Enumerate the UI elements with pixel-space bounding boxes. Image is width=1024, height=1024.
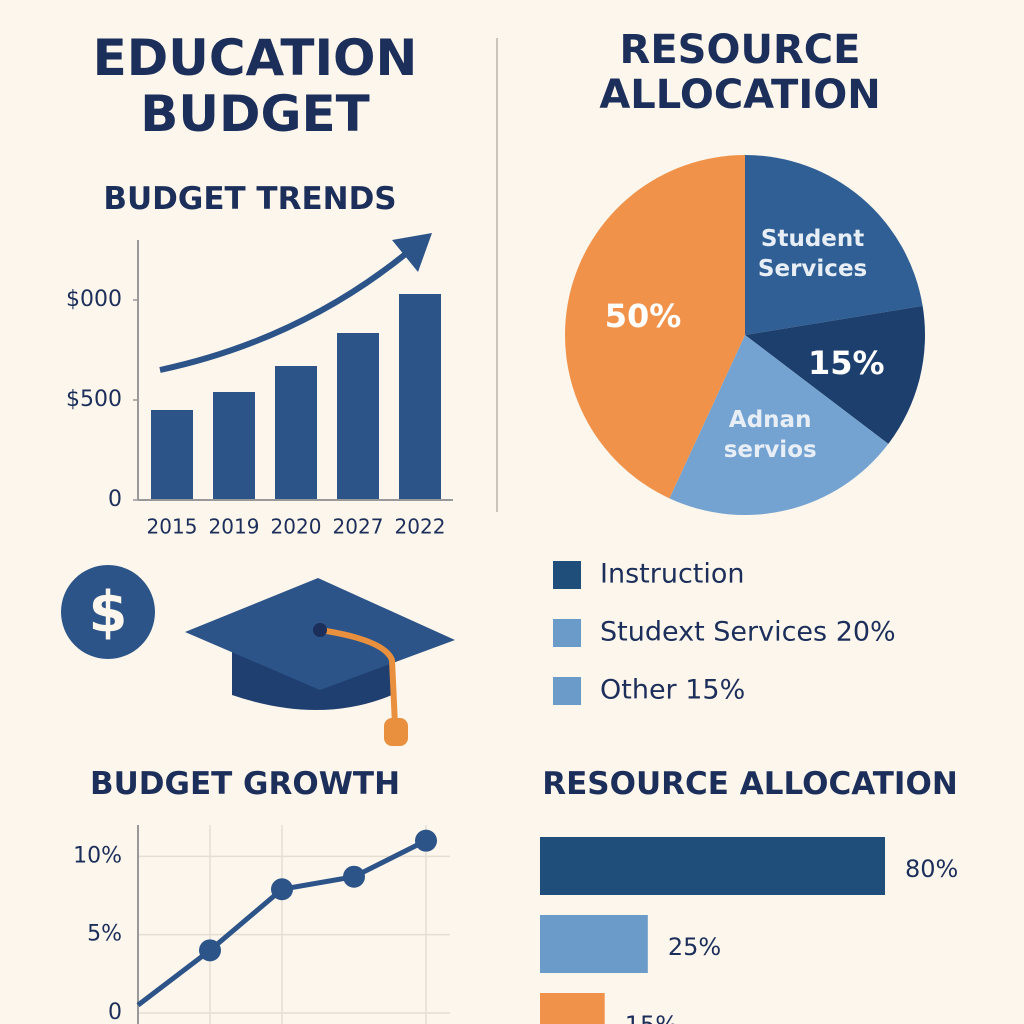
x-tick-label: 2020 (271, 515, 322, 539)
x-tick-label: 2022 (395, 515, 446, 539)
legend-label: Other 15% (600, 675, 745, 706)
y-tick-label: 0 (108, 1000, 122, 1024)
legend-swatch (553, 561, 581, 589)
bar (540, 837, 885, 895)
pie-slice (745, 305, 925, 444)
legend-label: Studext Services 20% (600, 617, 896, 648)
bar (275, 366, 317, 500)
legend-swatch (553, 619, 581, 647)
point (271, 878, 293, 901)
bar (337, 333, 379, 500)
y-tick-label: $500 (66, 387, 122, 412)
y-tick-label: 5% (87, 922, 122, 947)
slice-label: Adnan servios (723, 407, 817, 464)
dollar-icon (61, 565, 155, 659)
dollar-sign: $ (89, 580, 128, 645)
legend-swatch (553, 677, 581, 705)
value-label: 15% (625, 1011, 678, 1024)
value-label: 80% (905, 855, 958, 883)
point (415, 829, 437, 852)
value-label: 25% (668, 933, 721, 961)
trend-arrow (159, 249, 410, 373)
point (199, 939, 221, 962)
legend-label: Instruction (600, 559, 745, 590)
y-tick-label: 0 (108, 487, 122, 512)
y-tick-label: $000 (66, 287, 122, 312)
x-tick-label: 2027 (333, 515, 384, 539)
arrow-head (392, 233, 432, 272)
bar (399, 294, 441, 500)
slice-value: 15% (808, 344, 885, 383)
bar (213, 392, 255, 500)
main-title: EDUCATION BUDGET (92, 29, 418, 143)
right-title: RESOURCE ALLOCATION (599, 27, 881, 118)
x-tick-label: 2015 (147, 515, 198, 539)
bar (151, 410, 193, 500)
chart-title: BUDGET GROWTH (89, 766, 401, 802)
slice-label: Student Services (757, 226, 868, 283)
chart-title: BUDGET TRENDS (103, 181, 397, 217)
bar (540, 993, 605, 1024)
slice-value: 50% (604, 296, 682, 335)
pie-slice (565, 155, 745, 499)
y-tick-label: 10% (73, 843, 122, 868)
graduation-cap (185, 578, 455, 746)
pie-slice (669, 335, 889, 515)
pie-slice (745, 155, 923, 335)
chart-title: RESOURCE ALLOCATION (542, 766, 958, 802)
x-tick-label: 2019 (209, 515, 260, 539)
point (343, 865, 365, 888)
bar (540, 915, 648, 973)
